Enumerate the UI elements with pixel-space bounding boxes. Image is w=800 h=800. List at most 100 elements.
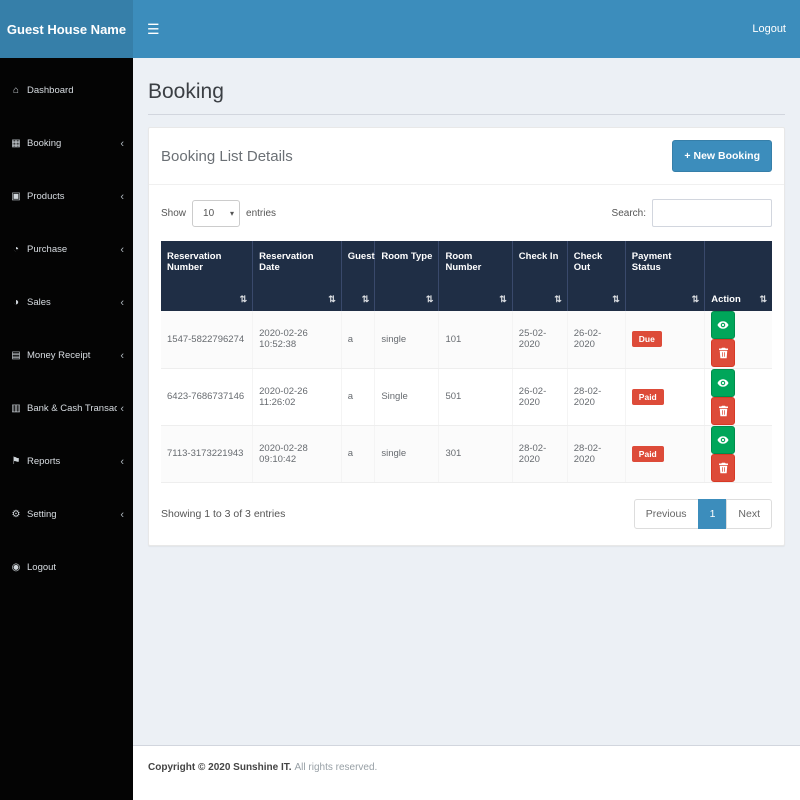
sort-icon: ⇅ — [759, 294, 767, 304]
sort-icon: ⇅ — [361, 294, 370, 304]
col-header-reservation-number[interactable]: Reservation Number ⇅ — [161, 241, 254, 311]
sidebar-item-products[interactable]: ▣ Products ‹ — [0, 170, 133, 223]
table-header-row: Reservation Number ⇅ Reservation Date ⇅ Gu… — [161, 241, 772, 311]
page-length-value: 10 — [203, 207, 215, 219]
cell-guest: a — [341, 311, 376, 369]
sidebar-item-label: Products — [27, 191, 65, 202]
rights-text: All rights reserved. — [294, 762, 378, 773]
cell-check-in: 25-02-2020 — [512, 311, 568, 369]
col-header-action[interactable]: Action ⇅ — [704, 241, 772, 311]
brand-logo[interactable]: Guest House Name — [0, 0, 133, 58]
sidebar-toggle-icon[interactable]: ☰ — [147, 21, 160, 37]
cell-reservation-date: 2020-02-26 11:26:02 — [252, 368, 342, 426]
main-content: Booking Booking List Details + New Booki… — [133, 58, 800, 745]
pagination: Previous 1 Next — [633, 498, 772, 529]
user-icon: ◉ — [11, 562, 21, 573]
table-row: 6423-7686737146 2020-02-26 11:26:02 a Si… — [161, 368, 772, 426]
col-header-check-out[interactable]: Check Out ⇅ — [567, 241, 626, 311]
sidebar-item-label: Money Receipt — [27, 350, 91, 361]
pagination-previous[interactable]: Previous — [633, 498, 699, 529]
col-header-room-number[interactable]: Room Number ⇅ — [438, 241, 513, 311]
col-header-check-in[interactable]: Check In ⇅ — [512, 241, 568, 311]
sidebar-item-label: Sales — [27, 297, 51, 308]
sidebar-item-label: Purchase — [27, 244, 68, 255]
cell-reservation-date: 2020-02-28 09:10:42 — [252, 425, 342, 483]
navbar-logout-link[interactable]: Logout — [752, 23, 786, 35]
status-badge: Paid — [631, 388, 664, 405]
chevron-left-icon: ‹ — [120, 296, 124, 309]
gears-icon: ⚙ — [11, 509, 21, 520]
flag-icon: ⚑ — [11, 456, 21, 467]
showing-entries-text: Showing 1 to 3 of 3 entries — [161, 507, 286, 520]
view-button[interactable] — [711, 311, 736, 340]
new-booking-button[interactable]: + New Booking — [672, 140, 772, 172]
booking-list-panel: Booking List Details + New Booking Show … — [148, 127, 785, 546]
col-header-room-type[interactable]: Room Type ⇅ — [374, 241, 440, 311]
table-footer: Showing 1 to 3 of 3 entries Previous 1 N… — [149, 483, 784, 545]
money-icon: ◑ — [12, 297, 20, 308]
cell-room-type: single — [374, 311, 440, 369]
col-header-payment-status[interactable]: Payment Status ⇅ — [625, 241, 706, 311]
trash-icon — [718, 462, 728, 473]
cell-check-out: 26-02-2020 — [567, 311, 626, 369]
pagination-next[interactable]: Next — [726, 498, 772, 529]
calendar-icon: ▦ — [11, 138, 21, 149]
sidebar-item-logout[interactable]: ◉ Logout — [0, 541, 133, 594]
page-length-select[interactable]: 10 ▾ — [192, 199, 241, 227]
sidebar-item-money-receipt[interactable]: ▤ Money Receipt ‹ — [0, 329, 133, 382]
cell-reservation-number: 7113-3173221943 — [161, 425, 254, 483]
sidebar-item-setting[interactable]: ⚙ Setting ‹ — [0, 488, 133, 541]
search-input[interactable] — [652, 199, 772, 227]
booking-table: Reservation Number ⇅ Reservation Date ⇅ Gu… — [161, 241, 772, 483]
cell-action — [704, 425, 772, 483]
cell-action — [704, 311, 772, 369]
bank-icon: ▥ — [11, 403, 21, 414]
pagination-page-1[interactable]: 1 — [697, 498, 728, 529]
sort-icon: ⇅ — [554, 294, 562, 304]
cell-payment-status: Paid — [625, 425, 706, 483]
sidebar-item-bank-cash-transaction[interactable]: ▥ Bank & Cash Transaction ‹ — [0, 382, 133, 435]
wallet-icon: ▤ — [11, 350, 21, 361]
cell-room-number: 101 — [438, 311, 513, 369]
top-navbar: ☰ Logout — [133, 0, 800, 58]
eye-icon — [717, 321, 729, 329]
cell-room-number: 501 — [438, 368, 513, 426]
sidebar-item-booking[interactable]: ▦ Booking ‹ — [0, 117, 133, 170]
copyright-text: Copyright © 2020 Sunshine IT. — [148, 762, 292, 773]
sidebar-item-label: Logout — [27, 562, 57, 573]
home-icon: ⌂ — [12, 85, 20, 96]
col-header-reservation-date[interactable]: Reservation Date ⇅ — [252, 241, 342, 311]
box-icon: ▣ — [11, 191, 21, 202]
chevron-left-icon: ‹ — [120, 402, 124, 415]
chevron-left-icon: ‹ — [120, 349, 124, 362]
sort-icon: ⇅ — [239, 294, 248, 304]
cart-icon: ◔ — [12, 244, 20, 255]
cell-reservation-number: 1547-5822796274 — [161, 311, 254, 369]
col-header-guest[interactable]: Guest ⇅ — [341, 241, 376, 311]
delete-button[interactable] — [711, 453, 736, 482]
sidebar-nav: ⌂ Dashboard ▦ Booking ‹ ▣ Products ‹ ◔ P… — [0, 58, 133, 800]
sidebar-item-reports[interactable]: ⚑ Reports ‹ — [0, 435, 133, 488]
view-button[interactable] — [711, 425, 736, 454]
sidebar-item-dashboard[interactable]: ⌂ Dashboard — [0, 64, 133, 117]
status-badge: Due — [631, 331, 662, 348]
table-controls: Show 10 ▾ entries Search: — [149, 185, 784, 239]
sidebar-item-purchase[interactable]: ◔ Purchase ‹ — [0, 223, 133, 276]
sidebar-item-sales[interactable]: ◑ Sales ‹ — [0, 276, 133, 329]
view-button[interactable] — [711, 368, 736, 397]
chevron-left-icon: ‹ — [120, 243, 124, 256]
plus-icon: + — [684, 150, 691, 162]
sidebar-item-label: Dashboard — [27, 85, 74, 96]
cell-payment-status: Paid — [625, 368, 706, 426]
chevron-left-icon: ‹ — [120, 455, 124, 468]
chevron-left-icon: ‹ — [120, 190, 124, 203]
delete-button[interactable] — [711, 339, 736, 368]
eye-icon — [717, 435, 729, 444]
cell-guest: a — [341, 368, 376, 426]
trash-icon — [718, 348, 728, 359]
delete-button[interactable] — [711, 396, 736, 425]
panel-header: Booking List Details + New Booking — [149, 128, 784, 185]
status-badge: Paid — [631, 445, 664, 462]
sort-icon: ⇅ — [499, 294, 507, 304]
